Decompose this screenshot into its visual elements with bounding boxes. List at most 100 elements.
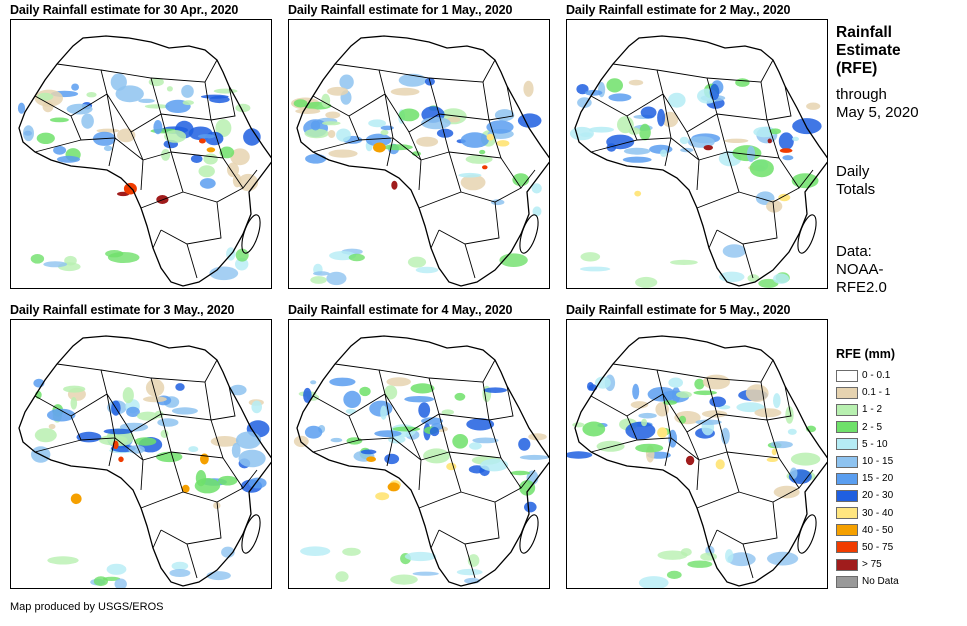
rainfall-map (10, 19, 272, 289)
rain-patch (64, 255, 77, 266)
rain-patch (606, 78, 623, 93)
rain-patch (447, 116, 461, 123)
rain-patch (215, 119, 232, 137)
country-border (182, 457, 244, 503)
rain-patch (523, 80, 534, 97)
legend-swatch (836, 472, 858, 485)
rain-patch (175, 383, 185, 391)
country-border (418, 151, 462, 209)
rain-patch (510, 470, 531, 476)
rain-patch (519, 480, 536, 496)
rain-core (482, 165, 488, 170)
rain-patch (725, 549, 734, 563)
rain-patch (773, 273, 789, 284)
rainfall-map (288, 319, 550, 589)
rain-patch (380, 405, 387, 420)
rain-patch (758, 278, 779, 288)
country-border (108, 137, 116, 167)
rain-patch (343, 390, 362, 408)
rain-patch (754, 408, 782, 418)
country-border (152, 229, 162, 249)
rain-patch (404, 396, 435, 403)
rain-patch (81, 113, 94, 129)
rain-patch (483, 387, 507, 393)
rain-patch (398, 73, 427, 87)
rain-patch (460, 132, 489, 148)
rain-patch (49, 117, 69, 123)
rain-core (375, 492, 390, 501)
rain-patch (745, 384, 769, 402)
rainfall-patches (291, 73, 542, 286)
country-border (204, 359, 218, 383)
rain-core (703, 145, 713, 151)
rainfall-patches (293, 377, 549, 585)
country-border (460, 157, 522, 203)
rain-patch (138, 98, 155, 103)
rain-patch (785, 406, 794, 424)
country-border (186, 243, 198, 279)
rain-patch (157, 418, 179, 427)
rain-patch (171, 407, 198, 415)
rain-patch (660, 149, 668, 157)
rain-core (779, 148, 793, 153)
rain-patch (709, 396, 726, 408)
side-title-line: (RFE) (836, 60, 878, 77)
rain-patch (587, 382, 594, 391)
rain-core (766, 457, 778, 462)
rain-patch (722, 244, 746, 258)
rain-patch (384, 385, 398, 400)
country-border (706, 377, 768, 421)
africa-coastline (574, 335, 827, 587)
rain-patch (766, 200, 783, 213)
rain-core (486, 133, 494, 141)
country-border (760, 59, 774, 83)
rain-patch (747, 274, 760, 283)
rain-patch (792, 136, 799, 142)
rain-patch (657, 108, 666, 127)
legend-label: 20 - 30 (862, 490, 894, 502)
rain-patch (588, 126, 614, 133)
country-border (186, 543, 198, 579)
africa-coastline (18, 335, 271, 587)
rain-patch (295, 108, 321, 114)
rainfall-map (566, 19, 828, 289)
legend-label: 0.1 - 1 (862, 387, 891, 399)
rain-patch (580, 252, 601, 262)
legend-swatch (836, 369, 858, 382)
legend-label: 10 - 15 (862, 456, 894, 468)
legend-swatch (836, 455, 858, 468)
rainfall-map (288, 19, 550, 289)
rain-patch (746, 145, 756, 163)
rain-patch (606, 134, 635, 150)
rain-patch (662, 400, 677, 405)
madagascar-outline (797, 214, 817, 254)
rain-patch (107, 252, 140, 263)
rain-patch (782, 155, 794, 161)
rain-patch (325, 111, 341, 119)
rain-patch (640, 106, 657, 119)
country-border (438, 201, 500, 245)
rain-patch (213, 88, 238, 94)
rain-core (373, 142, 386, 153)
country-border (706, 77, 768, 121)
rain-patch (368, 119, 386, 128)
country-border (696, 159, 700, 191)
rain-patch (213, 501, 221, 510)
side-title-line: Estimate (836, 42, 901, 59)
rain-patch (386, 377, 411, 387)
rain-patch (628, 79, 644, 86)
rain-patch (479, 149, 486, 155)
rain-patch (137, 411, 159, 421)
rain-patch (166, 86, 173, 92)
rain-patch (383, 144, 413, 151)
legend-item: 0.1 - 1 (836, 384, 899, 401)
rain-patch (300, 546, 331, 556)
through-label: through (836, 86, 887, 103)
country-border (140, 159, 144, 191)
country-border (152, 529, 162, 549)
rain-patch (231, 442, 241, 458)
rain-patch (693, 390, 717, 396)
rain-patch (778, 132, 794, 150)
legend-label: 2 - 5 (862, 421, 883, 433)
country-border (430, 229, 440, 249)
